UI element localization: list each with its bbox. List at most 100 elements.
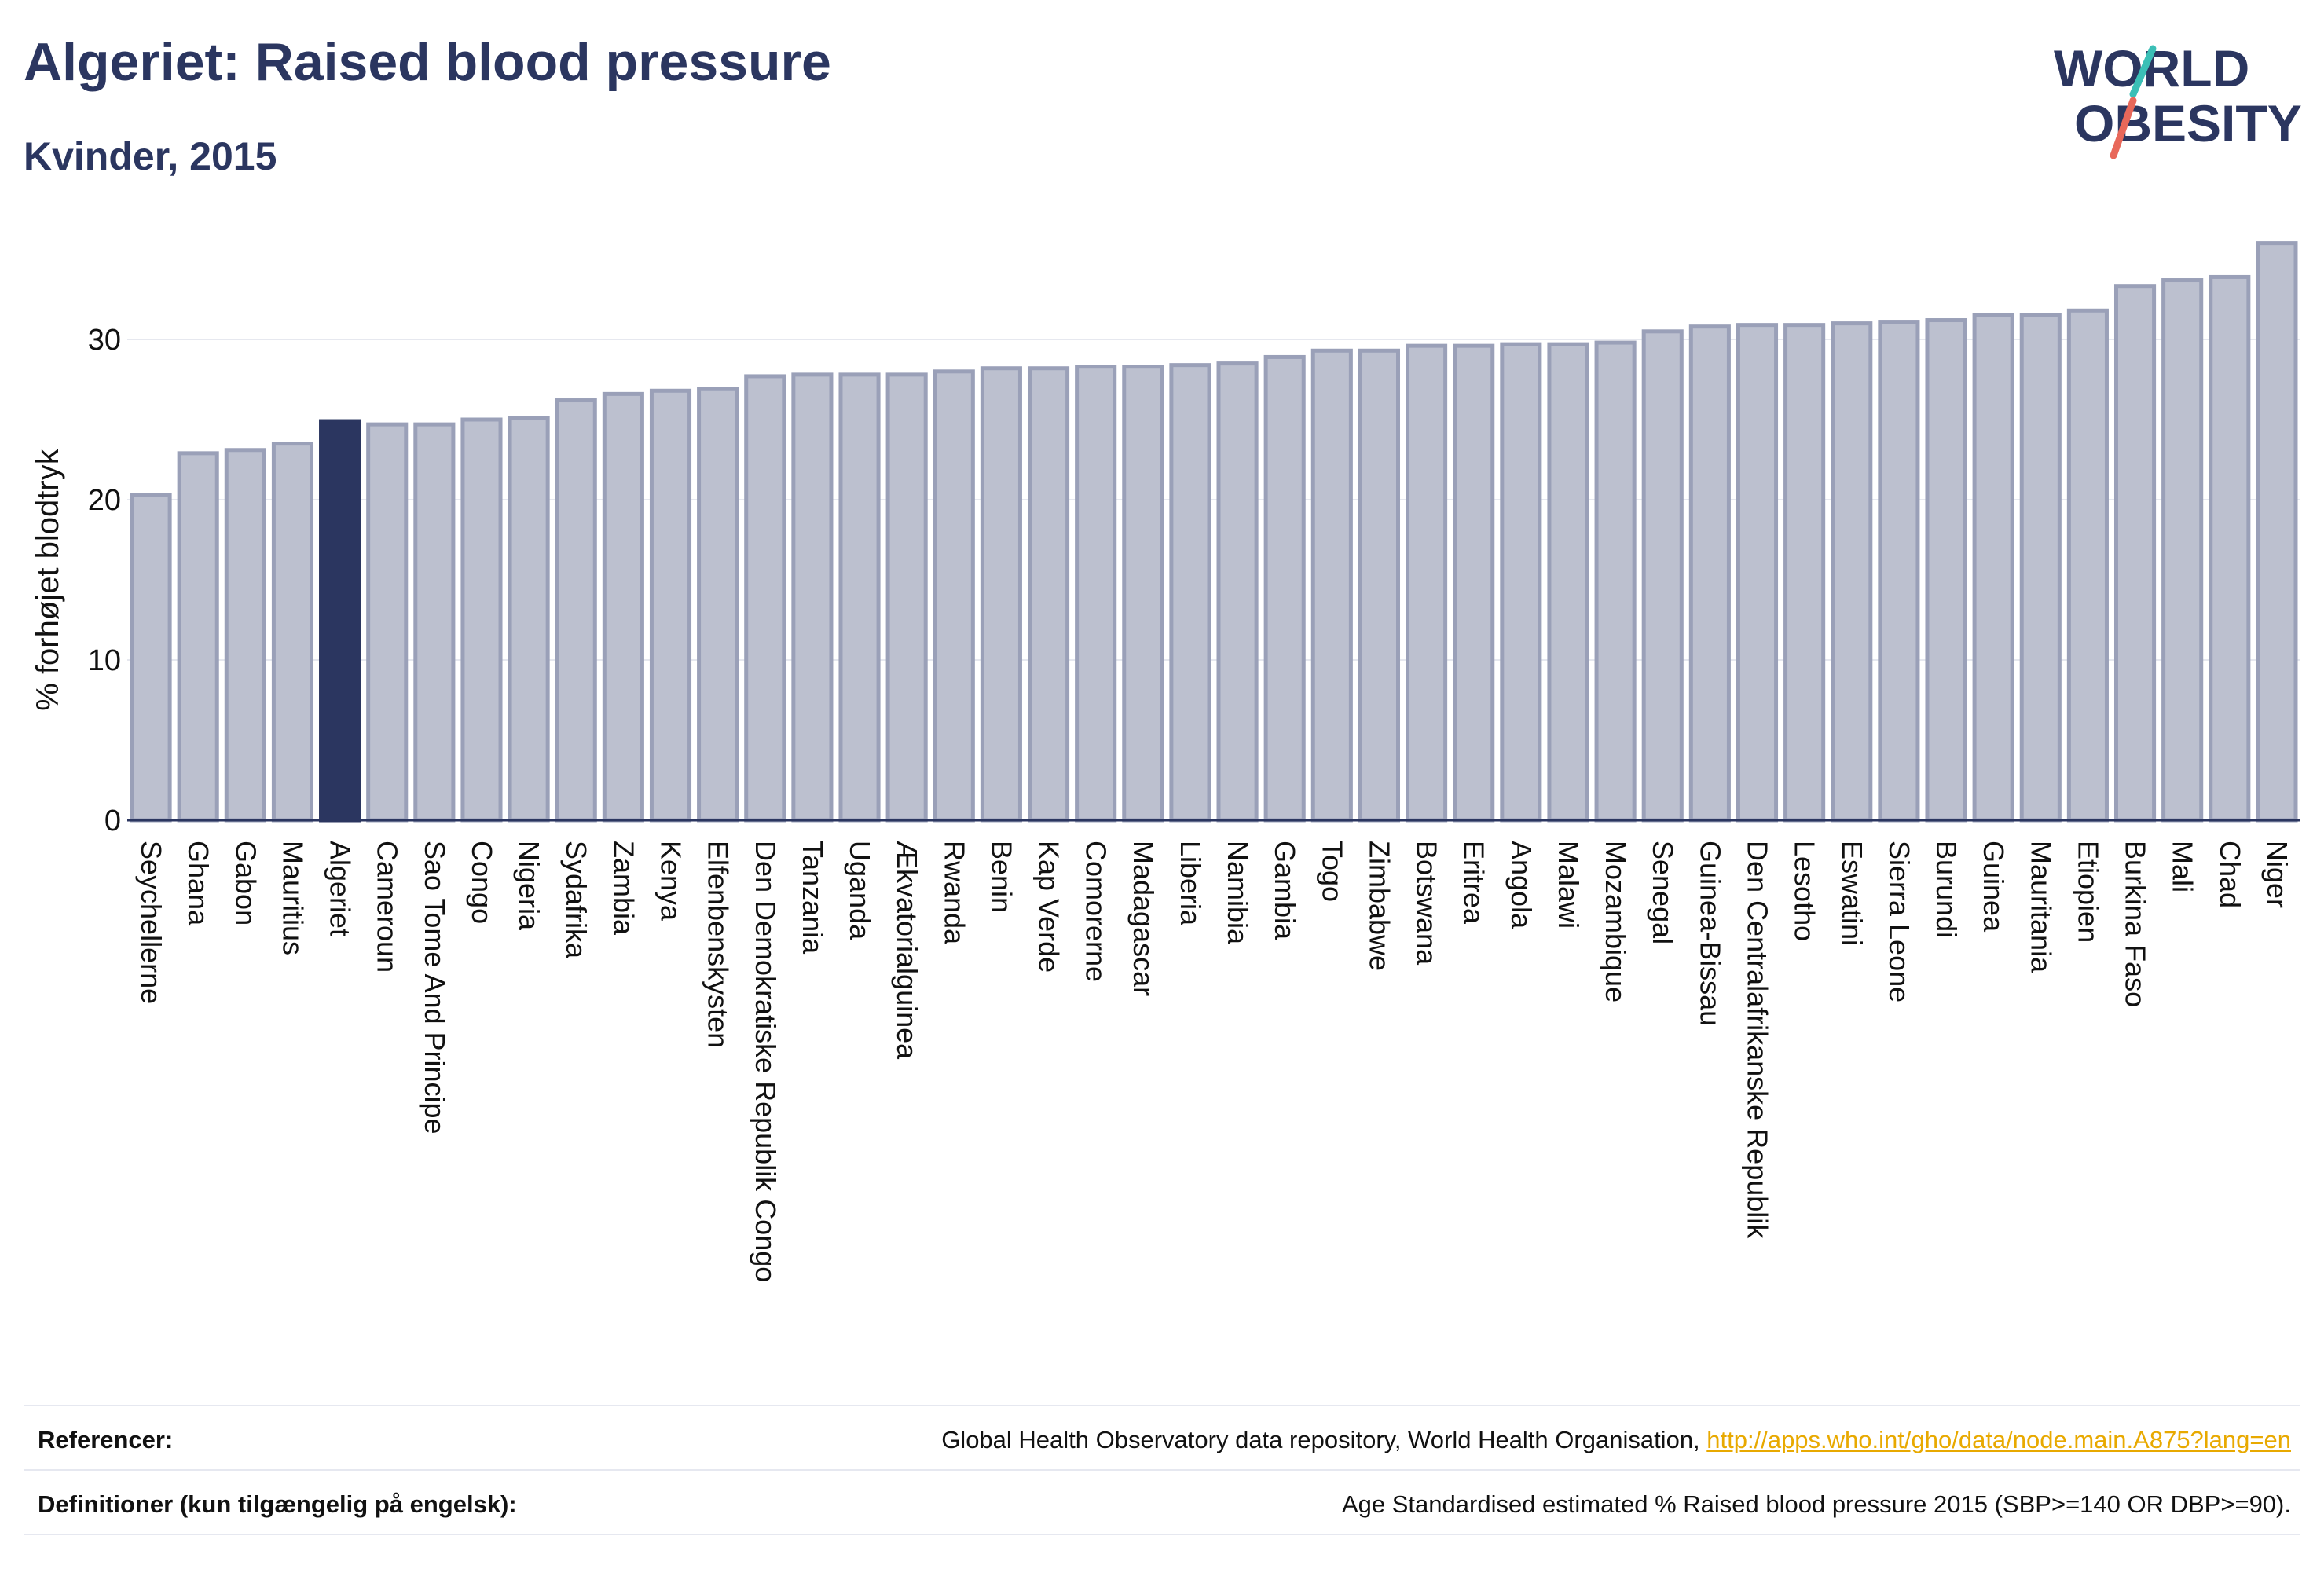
bar-burkina-faso (2113, 284, 2157, 823)
x-tick-label: Niger (2261, 841, 2293, 908)
x-tick-label: Kap Verde (1033, 841, 1065, 973)
bar-den-centralafrikanske-republik (1736, 323, 1779, 823)
bar-elfenbenskysten (697, 387, 739, 823)
x-tick-label: Benin (985, 841, 1017, 913)
x-tick-label: Liberia (1175, 841, 1207, 926)
x-tick-label: Burundi (1930, 841, 1963, 938)
bar-mali (2161, 278, 2204, 823)
x-tick-label: Den Centralafrikanske Republik (1742, 841, 1774, 1239)
bar-rwanda (933, 369, 975, 823)
bar-angola (1500, 342, 1542, 823)
bar-niger (2256, 241, 2298, 823)
bar-tanzania (791, 372, 834, 823)
bar-ghana (177, 451, 219, 823)
bar-mozambique (1594, 340, 1637, 823)
references-source: Global Health Observatory data repositor… (941, 1426, 1707, 1453)
bar-etiopien (2066, 308, 2109, 823)
x-tick-label: Malawi (1552, 841, 1585, 929)
references-label: Referencer: (38, 1426, 174, 1453)
world-obesity-logo: WORLD OBESITY (2054, 39, 2302, 159)
bar-lesotho (1783, 323, 1826, 823)
x-tick-label: Zimbabwe (1363, 841, 1395, 971)
bar-eritrea (1453, 343, 1495, 823)
bar-gabon (224, 448, 266, 823)
bar-nigeria (508, 416, 550, 823)
bars (130, 241, 2298, 823)
x-tick-label: Den Demokratiske Republik Congo (750, 841, 782, 1282)
bar-uganda (838, 372, 881, 823)
x-tick-label: Eritrea (1458, 841, 1490, 925)
x-tick-label: Gabon (229, 841, 262, 925)
x-tick-label: Kenya (655, 841, 687, 922)
bar-algeriet (319, 419, 361, 823)
x-tick-label: Cameroun (372, 841, 404, 973)
y-tick-label: 20 (88, 484, 121, 517)
x-tick-label: Seychellerne (135, 841, 167, 1004)
bar-sydafrika (555, 398, 597, 823)
bar-ækvatorialguinea (885, 372, 928, 823)
bar-namibia (1216, 361, 1259, 823)
x-tick-label: Tanzania (797, 841, 829, 955)
x-tick-label: Guinea-Bissau (1694, 841, 1726, 1026)
x-tick-label: Mozambique (1600, 841, 1632, 1002)
x-tick-label: Senegal (1647, 841, 1679, 944)
definitions-label: Definitioner (kun tilgængelig på engelsk… (38, 1490, 517, 1518)
x-tick-label: Congo (466, 841, 498, 924)
y-tick-label: 10 (88, 644, 121, 677)
bar-mauritania (2019, 313, 2062, 823)
chart-subtitle: Kvinder, 2015 (24, 134, 277, 178)
y-axis-ticks: 0 10 20 30 (88, 324, 121, 837)
bar-den-demokratiske-republik-congo (744, 374, 786, 823)
definitions-text: Age Standardised estimated % Raised bloo… (1341, 1490, 2291, 1518)
x-tick-label: Sierra Leone (1883, 841, 1915, 1002)
bar-cameroun (366, 422, 409, 823)
bar-togo (1310, 348, 1353, 823)
footer-divider-bottom (24, 1534, 2300, 1535)
x-tick-label: Angola (1505, 841, 1538, 929)
bar-liberia (1169, 363, 1211, 823)
x-tick-label: Ækvatorialguinea (891, 841, 923, 1060)
x-tick-label: Mali (2167, 841, 2199, 892)
footer-divider-middle (24, 1469, 2300, 1471)
x-tick-label: Mauritius (277, 841, 309, 955)
bar-senegal (1641, 329, 1684, 823)
bar-zimbabwe (1358, 348, 1401, 823)
bar-kap-verde (1027, 366, 1070, 823)
x-tick-label: Comorerne (1080, 841, 1113, 982)
bar-guinea-bissau (1688, 324, 1731, 823)
bar-chart: 0 10 20 30 Seychellerne Ghana Gabon Mauritius A… (31, 241, 2300, 1282)
x-axis-labels: Seychellerne Ghana Gabon Mauritius Algeriet C… (135, 841, 2293, 1282)
x-tick-label: Burkina Faso (2120, 841, 2152, 1007)
y-axis-title: % forhøjet blodtryk (31, 448, 65, 710)
bar-burundi (1925, 318, 1967, 823)
x-tick-label: Lesotho (1789, 841, 1821, 941)
x-tick-label: Mauritania (2025, 841, 2057, 973)
x-tick-label: Etiopien (2072, 841, 2104, 943)
bar-zambia (602, 391, 644, 823)
bar-congo (460, 417, 503, 823)
bar-mauritius (271, 442, 314, 823)
chart-title: Algeriet: Raised blood pressure (24, 32, 831, 92)
x-tick-label: Algeriet (324, 841, 357, 936)
logo-line2: OBESITY (2074, 94, 2302, 152)
x-tick-label: Nigeria (513, 841, 545, 931)
x-tick-label: Madagascar (1127, 841, 1160, 996)
x-tick-label: Rwanda (938, 841, 970, 945)
x-tick-label: Guinea (1978, 841, 2010, 933)
bar-chad (2209, 274, 2251, 823)
y-tick-label: 30 (88, 324, 121, 357)
bar-sierra-leone (1878, 320, 1920, 823)
references-link[interactable]: http://apps.who.int/gho/data/node.main.A… (1706, 1426, 2291, 1453)
bar-madagascar (1122, 365, 1164, 823)
x-tick-label: Ghana (182, 841, 214, 926)
bar-sao-tome-and-principe (413, 422, 456, 823)
x-tick-label: Sao Tome And Principe (419, 841, 451, 1134)
x-tick-label: Uganda (844, 841, 876, 940)
bar-seychellerne (130, 493, 172, 823)
references-text: Global Health Observatory data repositor… (941, 1426, 2291, 1454)
y-tick-label: 0 (104, 804, 121, 837)
x-tick-label: Gambia (1269, 841, 1301, 940)
footer-divider-top (24, 1405, 2300, 1406)
x-tick-label: Namibia (1222, 841, 1254, 945)
x-tick-label: Sydafrika (560, 841, 592, 959)
